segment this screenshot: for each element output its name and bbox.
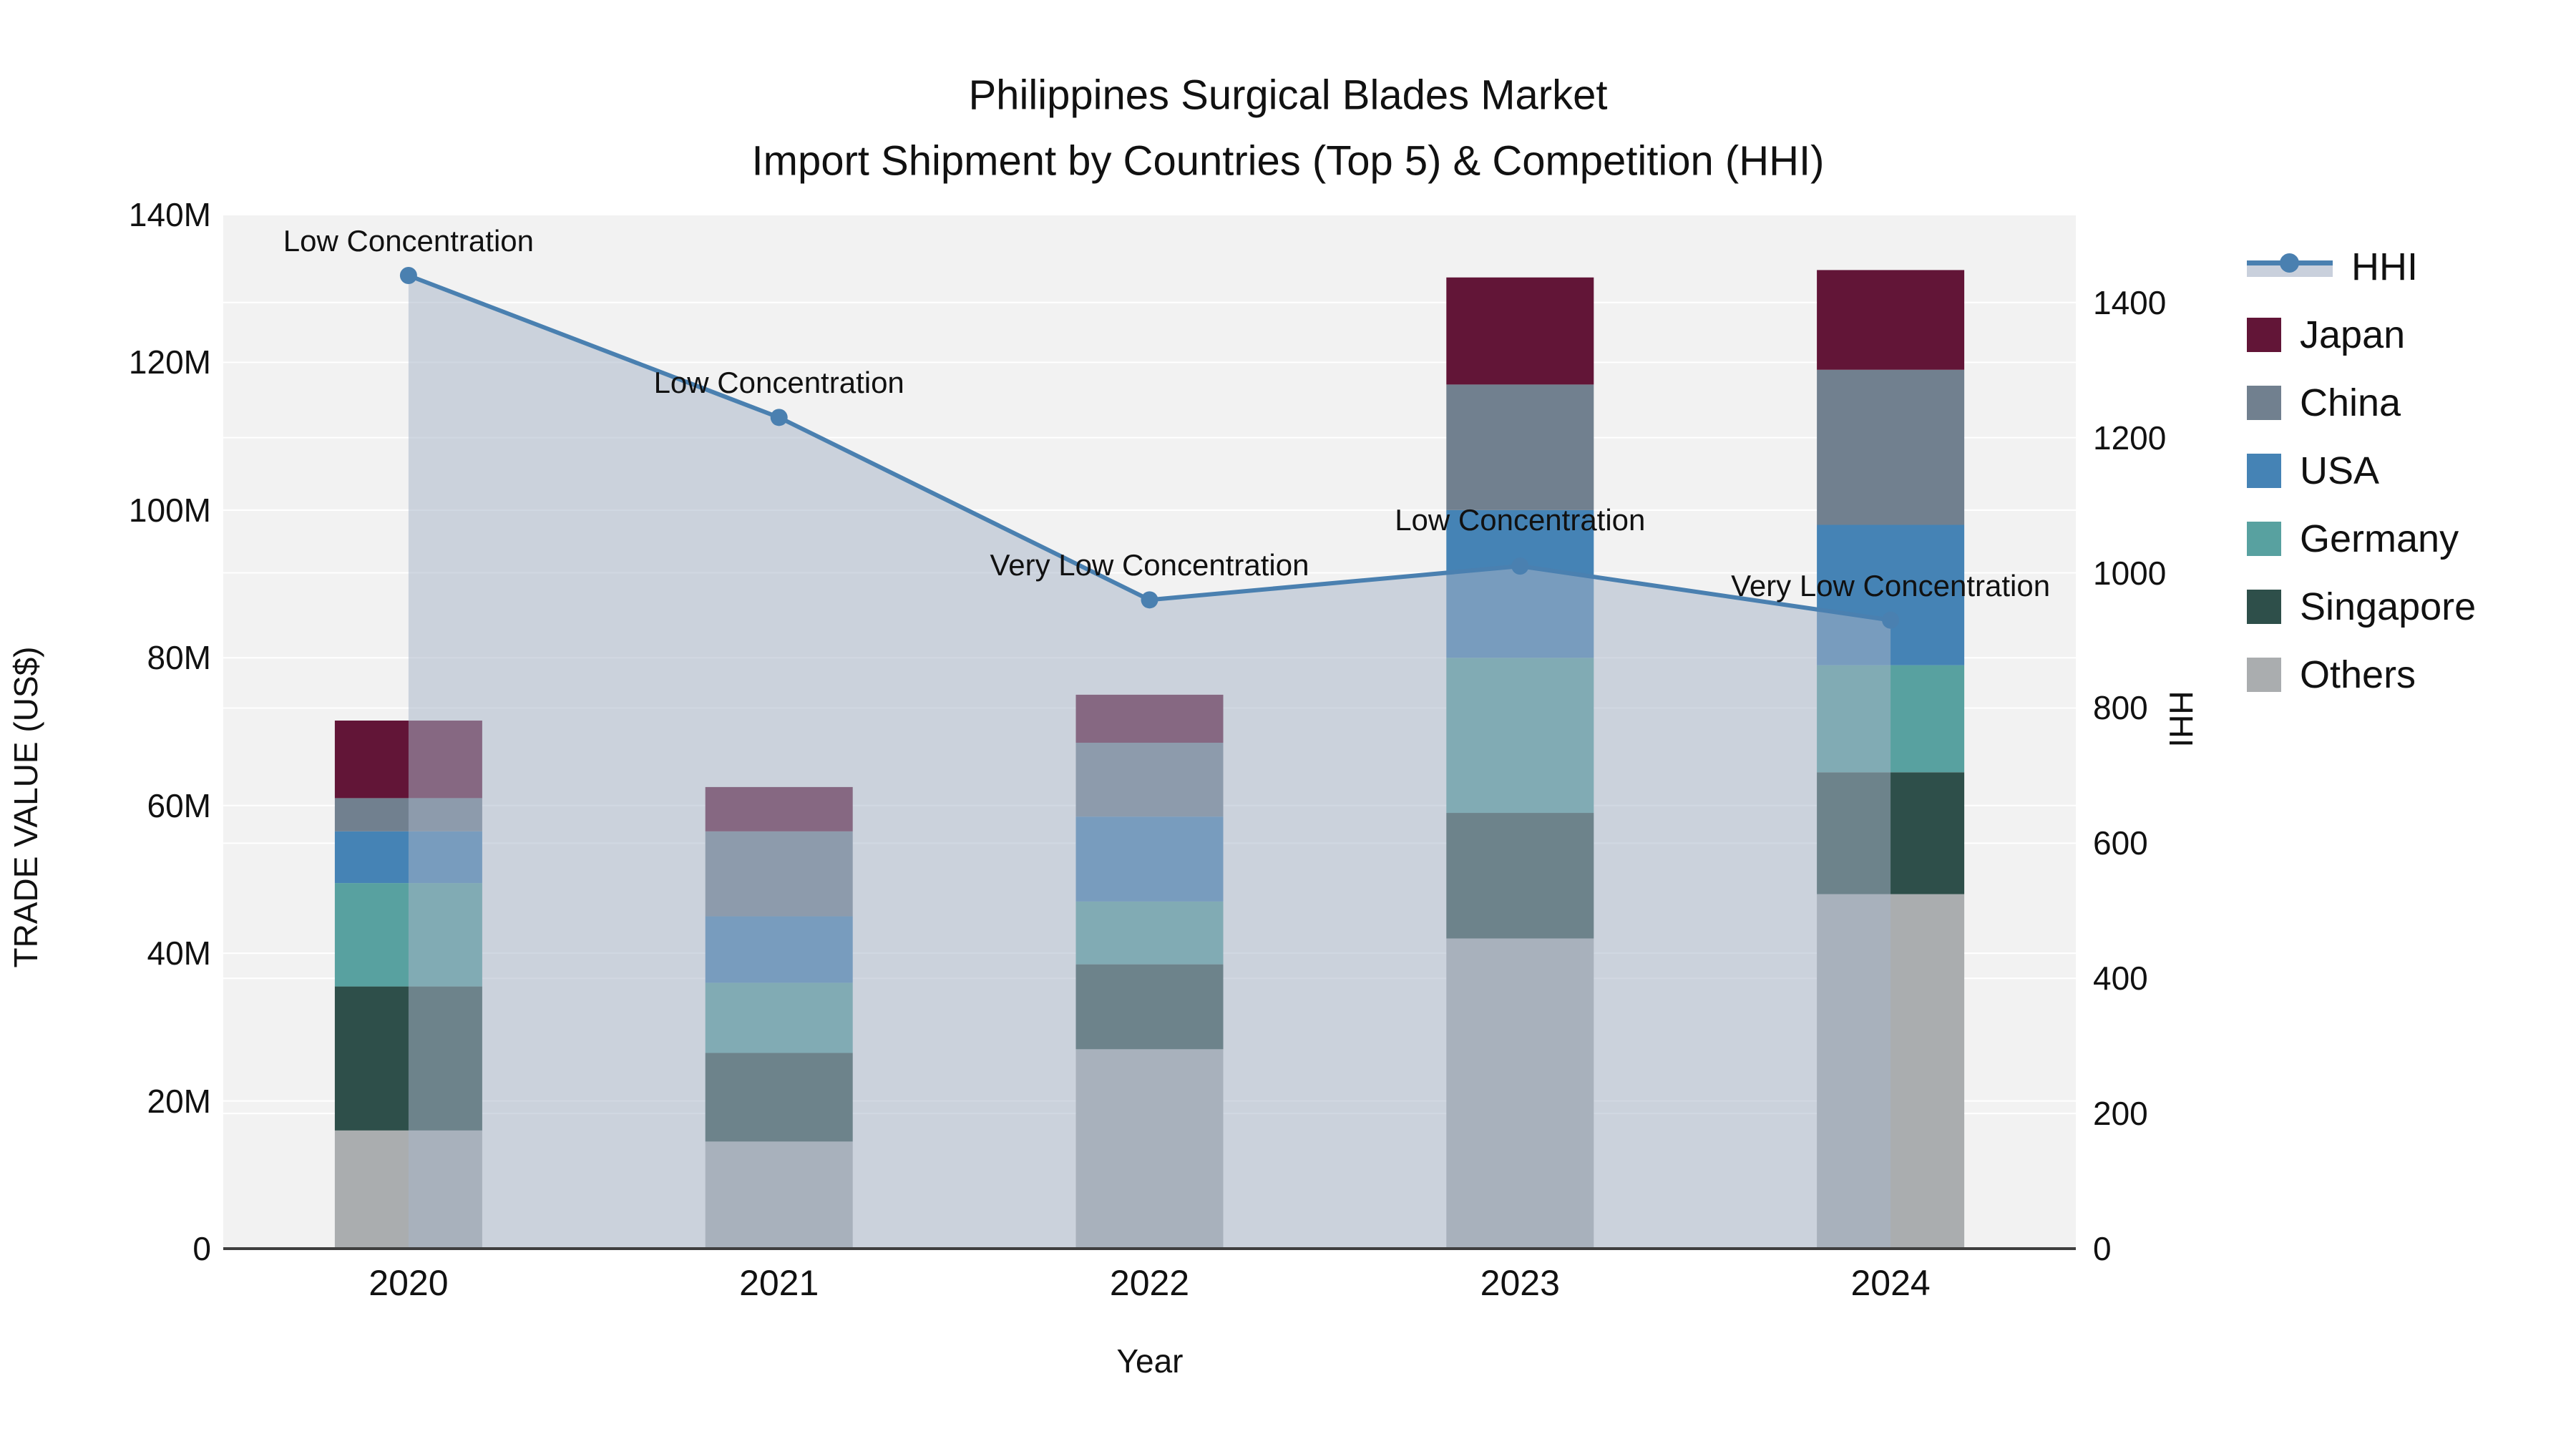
chart-title-line1: Philippines Surgical Blades Market	[968, 72, 1608, 119]
y-right-tick-label: 200	[2093, 1095, 2148, 1133]
y-left-tick-label: 0	[192, 1230, 211, 1267]
x-tick-label: 2024	[1850, 1263, 1931, 1303]
bar-segment-japan-2024[interactable]	[1817, 270, 1965, 370]
legend-item-germany[interactable]: Germany	[2247, 514, 2459, 564]
hhi-marker-2024[interactable]	[1882, 611, 1900, 629]
legend-swatch-usa	[2247, 454, 2281, 488]
y-right-tick-label: 1200	[2093, 419, 2167, 457]
y-left-tick-label: 20M	[147, 1082, 211, 1120]
hhi-marker-2021[interactable]	[770, 409, 788, 426]
x-tick-label: 2022	[1109, 1263, 1190, 1303]
legend-swatch-japan	[2247, 318, 2281, 352]
hhi-annotation: Very Low Concentration	[1731, 568, 2051, 602]
hhi-annotation: Low Concentration	[1395, 503, 1646, 537]
y-left-tick-label: 140M	[128, 196, 211, 233]
y-axis-title-left: TRADE VALUE (US$)	[7, 646, 44, 968]
hhi-marker-2023[interactable]	[1511, 557, 1529, 575]
y-left-tick-label: 80M	[147, 639, 211, 677]
y-left-tick-label: 40M	[147, 935, 211, 972]
hhi-markers	[399, 267, 1900, 629]
hhi-marker-2022[interactable]	[1141, 591, 1158, 609]
x-tick-label: 2020	[369, 1263, 449, 1303]
legend-label: Germany	[2300, 517, 2459, 560]
legend-item-hhi[interactable]: HHI	[2247, 242, 2418, 292]
chart-title-line2: Import Shipment by Countries (Top 5) & C…	[751, 137, 1825, 185]
y-right-tick-label: 1400	[2093, 283, 2167, 321]
y-left-tick-label: 60M	[147, 786, 211, 824]
legend-hhi-line-icon	[2247, 250, 2333, 284]
legend-item-usa[interactable]: USA	[2247, 446, 2379, 496]
hhi-annotation: Low Concentration	[283, 224, 534, 258]
y-right-tick-label: 400	[2093, 960, 2148, 997]
hhi-area-fill	[408, 275, 1891, 1249]
x-axis-title: Year	[1116, 1342, 1184, 1380]
y-right-tick-label: 600	[2093, 824, 2148, 862]
legend-label: China	[2300, 381, 2401, 424]
x-tick-label: 2021	[739, 1263, 819, 1303]
hhi-marker-2020[interactable]	[399, 267, 417, 284]
y-left-tick-label: 120M	[128, 343, 211, 381]
y-left-tick-label: 100M	[128, 491, 211, 529]
legend-label: Singapore	[2300, 585, 2477, 628]
bar-segment-china-2024[interactable]	[1817, 369, 1965, 525]
legend-item-china[interactable]: China	[2247, 378, 2401, 428]
y-axis-title-right: HHI	[2162, 691, 2200, 748]
hhi-annotation: Low Concentration	[653, 366, 904, 400]
x-tick-label: 2023	[1480, 1263, 1560, 1303]
legend-swatch-others	[2247, 658, 2281, 692]
y-right-tick-label: 1000	[2093, 554, 2167, 592]
legend-item-japan[interactable]: Japan	[2247, 310, 2405, 360]
legend-swatch-singapore	[2247, 590, 2281, 624]
legend-label: Others	[2300, 653, 2416, 696]
hhi-area	[408, 275, 1891, 1249]
y-right-tick-label: 0	[2093, 1230, 2112, 1267]
legend-item-others[interactable]: Others	[2247, 650, 2416, 700]
bar-segment-china-2023[interactable]	[1446, 384, 1594, 510]
legend-label: HHI	[2351, 245, 2418, 288]
hhi-dot	[2280, 253, 2299, 273]
legend-swatch-germany	[2247, 522, 2281, 556]
legend-label: Japan	[2300, 313, 2406, 356]
y-right-tick-label: 800	[2093, 689, 2148, 727]
legend-swatch-china	[2247, 386, 2281, 420]
hhi-annotation: Very Low Concentration	[990, 548, 1309, 582]
legend-item-singapore[interactable]: Singapore	[2247, 582, 2476, 632]
legend-label: USA	[2300, 449, 2380, 492]
bar-segment-japan-2023[interactable]	[1446, 277, 1594, 385]
